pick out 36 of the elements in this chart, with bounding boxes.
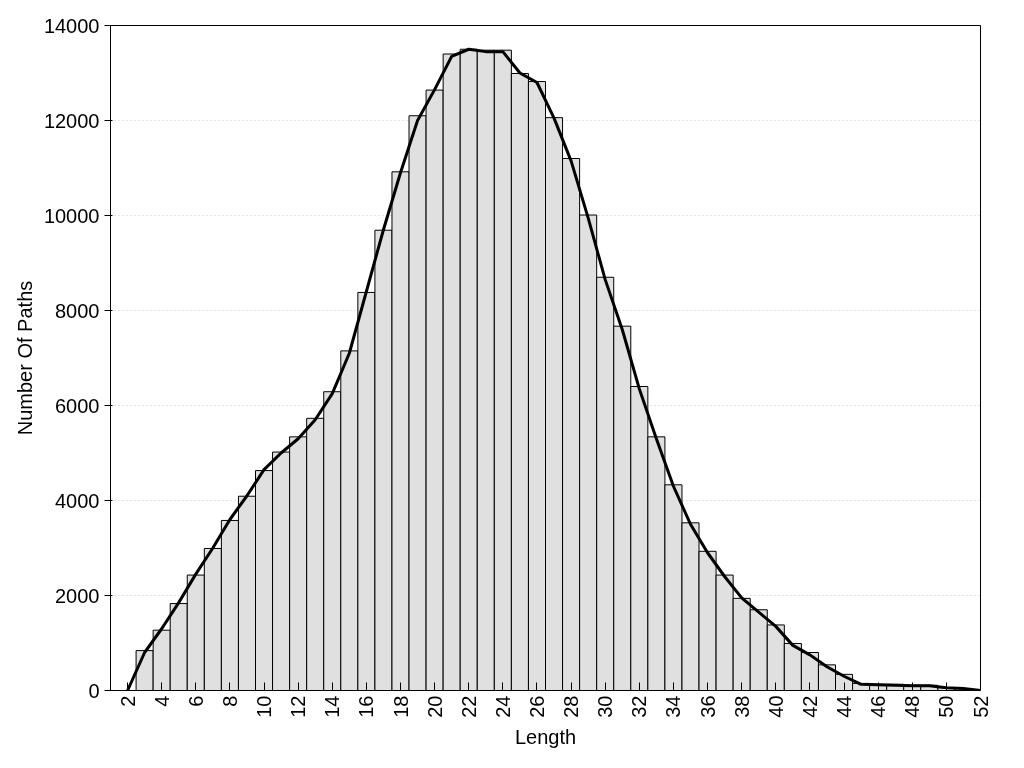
x-tick-label: 22 [457, 695, 480, 718]
x-tick-label: 50 [935, 695, 958, 718]
x-tick-label: 2 [116, 695, 139, 707]
y-tick-label: 4000 [55, 489, 100, 512]
x-tick-label: 32 [628, 695, 651, 718]
x-tick-label: 14 [321, 695, 344, 718]
x-axis-title: Length [514, 725, 577, 748]
y-axis-title: Number Of Paths [13, 280, 36, 436]
x-tick-label: 38 [730, 695, 753, 718]
x-tick-label: 12 [287, 695, 310, 718]
x-tick-label: 20 [423, 695, 446, 718]
y-tick-label: 6000 [55, 394, 100, 417]
y-tick-label: 12000 [43, 109, 100, 132]
x-tick-label: 42 [798, 695, 821, 718]
y-tick-label: 14000 [43, 14, 100, 37]
x-tick-label: 40 [764, 695, 787, 718]
y-tick-label: 0 [88, 679, 100, 702]
y-tick-label: 8000 [55, 299, 100, 322]
x-tick-label: 30 [594, 695, 617, 718]
x-tick-label: 46 [867, 695, 890, 718]
x-tick-label: 52 [969, 695, 992, 718]
x-tick-label: 8 [218, 695, 241, 707]
x-tick-label: 24 [491, 695, 514, 718]
x-tick-label: 36 [696, 695, 719, 718]
x-tick-label: 48 [901, 695, 924, 718]
x-tick-label: 26 [525, 695, 548, 718]
x-tick-label: 44 [833, 695, 856, 718]
x-tick-label: 10 [253, 695, 276, 718]
x-tick-label: 16 [355, 695, 378, 718]
x-tick-label: 4 [150, 695, 173, 707]
x-tick-label: 34 [662, 695, 685, 718]
x-tick-label: 28 [560, 695, 583, 718]
y-tick-label: 10000 [43, 204, 100, 227]
x-tick-label: 18 [389, 695, 412, 718]
x-tick-label: 6 [184, 695, 207, 707]
y-tick-label: 2000 [55, 584, 100, 607]
